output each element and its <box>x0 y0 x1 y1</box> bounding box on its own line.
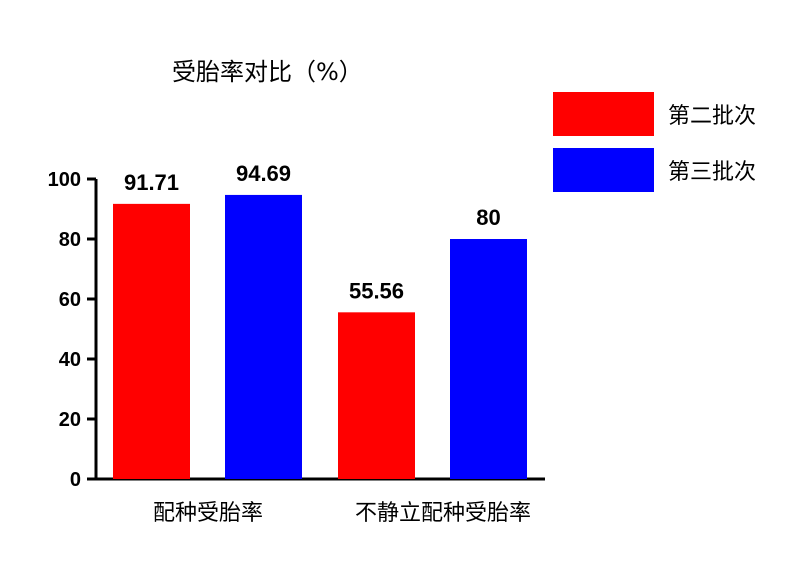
data-label: 80 <box>476 205 500 230</box>
axes: 0 20 40 60 80 100 配种受胎率 不静立配种受胎率 <box>48 169 545 526</box>
y-tick-label: 100 <box>48 169 81 191</box>
bar-1 <box>113 203 190 479</box>
legend-label: 第二批次 <box>668 104 756 129</box>
y-tick-label: 40 <box>59 349 81 371</box>
bar-3 <box>338 312 415 479</box>
bars: 91.71 94.69 55.56 80 <box>113 161 527 479</box>
legend-label: 第三批次 <box>668 160 756 185</box>
y-tick-label: 80 <box>59 229 81 251</box>
legend-swatch <box>553 92 654 136</box>
y-tick-label: 0 <box>70 469 81 491</box>
x-category-label: 配种受胎率 <box>153 501 263 526</box>
bar-4 <box>450 239 527 479</box>
data-label: 91.71 <box>124 170 179 195</box>
x-category-label: 不静立配种受胎率 <box>355 501 531 526</box>
legend-swatch <box>553 148 654 192</box>
chart-title: 受胎率对比（%） <box>172 58 363 86</box>
bar-2 <box>225 194 302 479</box>
data-label: 55.56 <box>349 278 404 303</box>
y-tick-label: 20 <box>59 409 81 431</box>
data-label: 94.69 <box>236 161 291 186</box>
y-tick-label: 60 <box>59 289 81 311</box>
